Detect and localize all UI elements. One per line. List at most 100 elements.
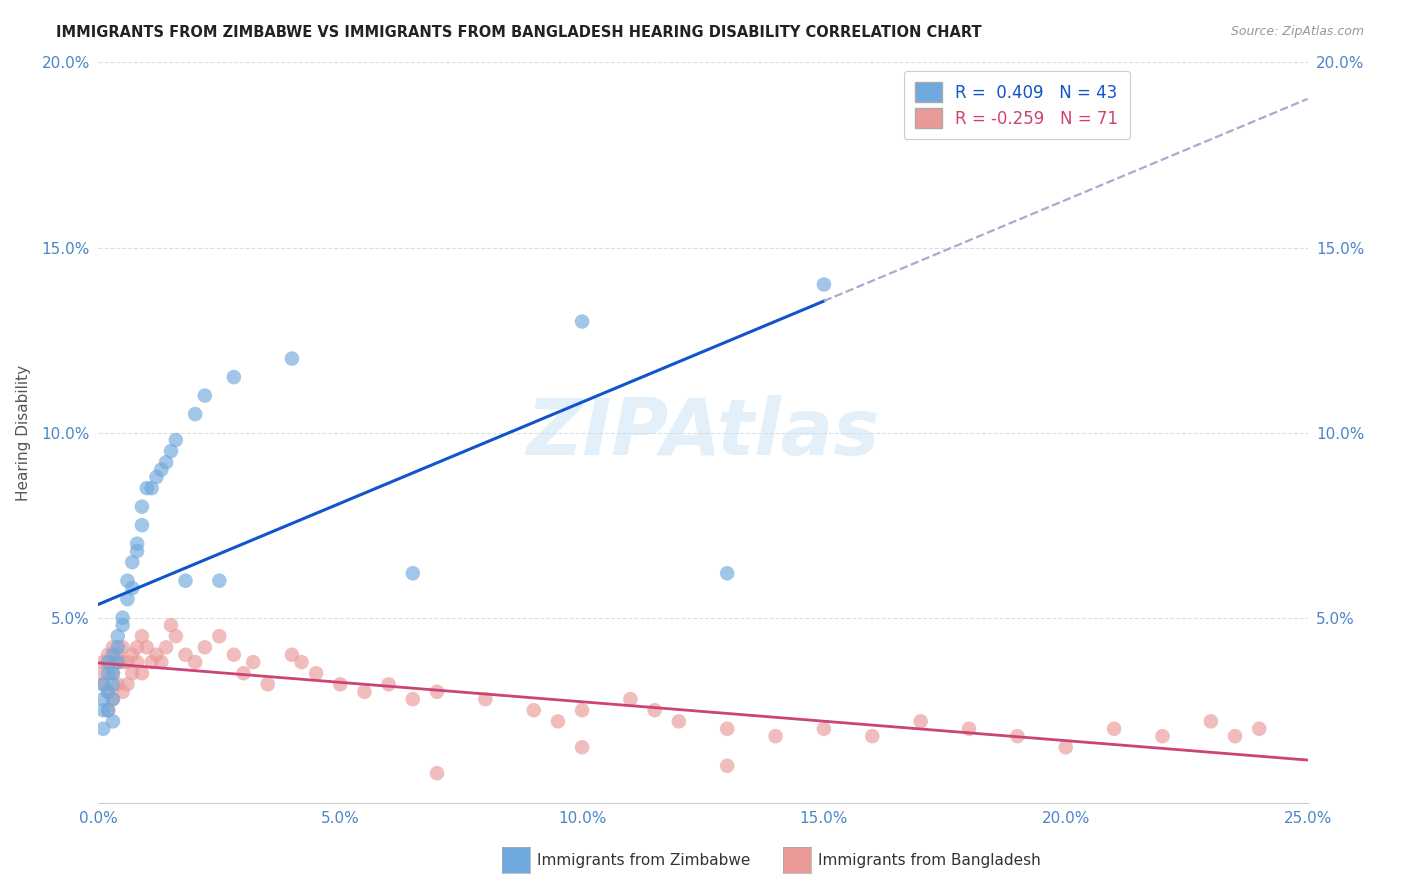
Text: Immigrants from Bangladesh: Immigrants from Bangladesh — [818, 854, 1040, 868]
Legend: R =  0.409   N = 43, R = -0.259   N = 71: R = 0.409 N = 43, R = -0.259 N = 71 — [904, 70, 1130, 139]
Point — [716, 566, 738, 581]
Point — [127, 640, 149, 655]
Point — [121, 555, 143, 569]
Point — [1102, 722, 1125, 736]
Point — [111, 655, 134, 669]
Point — [184, 655, 207, 669]
Point — [101, 655, 124, 669]
Point — [571, 740, 593, 755]
Y-axis label: Hearing Disability: Hearing Disability — [15, 365, 31, 500]
Point — [101, 692, 124, 706]
Point — [957, 722, 980, 736]
Point — [1152, 729, 1174, 743]
Point — [644, 703, 666, 717]
Point — [281, 351, 304, 366]
Point — [281, 648, 304, 662]
Point — [97, 655, 120, 669]
Point — [1054, 740, 1077, 755]
Point — [256, 677, 278, 691]
Point — [127, 536, 149, 550]
Point — [117, 677, 139, 691]
Point — [107, 655, 129, 669]
Point — [91, 677, 114, 691]
Point — [121, 581, 143, 595]
Point — [290, 655, 312, 669]
Point — [547, 714, 569, 729]
Point — [1249, 722, 1271, 736]
Point — [131, 518, 153, 533]
Point — [107, 640, 129, 655]
Point — [131, 500, 153, 514]
Point — [117, 655, 139, 669]
Point — [222, 648, 245, 662]
Point — [402, 566, 425, 581]
Point — [242, 655, 264, 669]
Point — [619, 692, 641, 706]
Point — [155, 455, 177, 469]
Point — [97, 685, 120, 699]
Point — [184, 407, 207, 421]
Point — [111, 618, 134, 632]
Point — [97, 655, 120, 669]
Point — [111, 640, 134, 655]
Point — [571, 314, 593, 328]
Point — [860, 729, 883, 743]
Point — [101, 666, 124, 681]
Point — [716, 722, 738, 736]
Point — [97, 703, 120, 717]
Point — [160, 618, 183, 632]
Point — [174, 574, 197, 588]
Point — [107, 629, 129, 643]
Point — [131, 629, 153, 643]
Point — [145, 648, 167, 662]
Point — [117, 574, 139, 588]
Point — [91, 722, 114, 736]
Point — [426, 766, 449, 780]
Point — [813, 277, 835, 292]
Text: IMMIGRANTS FROM ZIMBABWE VS IMMIGRANTS FROM BANGLADESH HEARING DISABILITY CORREL: IMMIGRANTS FROM ZIMBABWE VS IMMIGRANTS F… — [56, 25, 981, 40]
Point — [91, 703, 114, 717]
Point — [716, 758, 738, 772]
Point — [910, 714, 932, 729]
Text: ZIPAtlas: ZIPAtlas — [526, 394, 880, 471]
Point — [232, 666, 254, 681]
Point — [208, 574, 231, 588]
Point — [121, 648, 143, 662]
Point — [91, 655, 114, 669]
Point — [107, 648, 129, 662]
Point — [160, 444, 183, 458]
Point — [353, 685, 375, 699]
Point — [101, 714, 124, 729]
Point — [174, 648, 197, 662]
Point — [135, 481, 157, 495]
Point — [127, 655, 149, 669]
Point — [111, 610, 134, 624]
Point — [101, 677, 124, 691]
Point — [131, 666, 153, 681]
Point — [91, 677, 114, 691]
Point — [101, 640, 124, 655]
Point — [208, 629, 231, 643]
Point — [121, 666, 143, 681]
Point — [474, 692, 496, 706]
Point — [91, 692, 114, 706]
Point — [111, 685, 134, 699]
Point — [101, 692, 124, 706]
Point — [101, 666, 124, 681]
Point — [194, 388, 217, 402]
Point — [97, 685, 120, 699]
Point — [523, 703, 546, 717]
Point — [107, 655, 129, 669]
Point — [668, 714, 690, 729]
Point — [1199, 714, 1222, 729]
Point — [765, 729, 787, 743]
Point — [426, 685, 449, 699]
Point — [97, 703, 120, 717]
Point — [194, 640, 217, 655]
Point — [1223, 729, 1246, 743]
Text: Immigrants from Zimbabwe: Immigrants from Zimbabwe — [537, 854, 751, 868]
Point — [135, 640, 157, 655]
Point — [150, 462, 173, 476]
Point — [150, 655, 173, 669]
Point — [571, 703, 593, 717]
